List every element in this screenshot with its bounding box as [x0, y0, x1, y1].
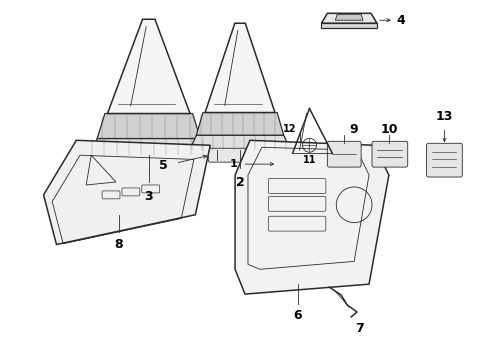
Polygon shape — [335, 14, 363, 20]
Text: 7: 7 — [355, 322, 364, 335]
Polygon shape — [190, 135, 290, 150]
Text: 8: 8 — [115, 238, 123, 251]
FancyBboxPatch shape — [427, 143, 462, 177]
FancyBboxPatch shape — [372, 141, 408, 167]
FancyBboxPatch shape — [327, 141, 361, 167]
Polygon shape — [107, 19, 190, 113]
Text: 1: 1 — [230, 159, 238, 169]
Text: 6: 6 — [294, 309, 302, 322]
FancyBboxPatch shape — [208, 148, 277, 162]
Polygon shape — [196, 113, 284, 135]
Polygon shape — [44, 140, 210, 244]
Polygon shape — [235, 140, 389, 294]
FancyBboxPatch shape — [354, 157, 369, 170]
Text: 13: 13 — [436, 111, 453, 123]
Text: 2: 2 — [236, 176, 245, 189]
Text: 4: 4 — [397, 14, 406, 27]
Text: 9: 9 — [350, 123, 359, 136]
Polygon shape — [205, 23, 275, 113]
Polygon shape — [321, 23, 377, 28]
Text: 11: 11 — [303, 155, 316, 165]
Polygon shape — [272, 153, 358, 175]
Polygon shape — [321, 13, 377, 23]
Polygon shape — [347, 153, 358, 175]
Polygon shape — [89, 139, 208, 155]
Text: 12: 12 — [283, 124, 296, 134]
Text: 3: 3 — [145, 190, 153, 203]
Text: 10: 10 — [380, 123, 397, 136]
Text: 5: 5 — [159, 159, 168, 172]
Polygon shape — [97, 113, 200, 139]
